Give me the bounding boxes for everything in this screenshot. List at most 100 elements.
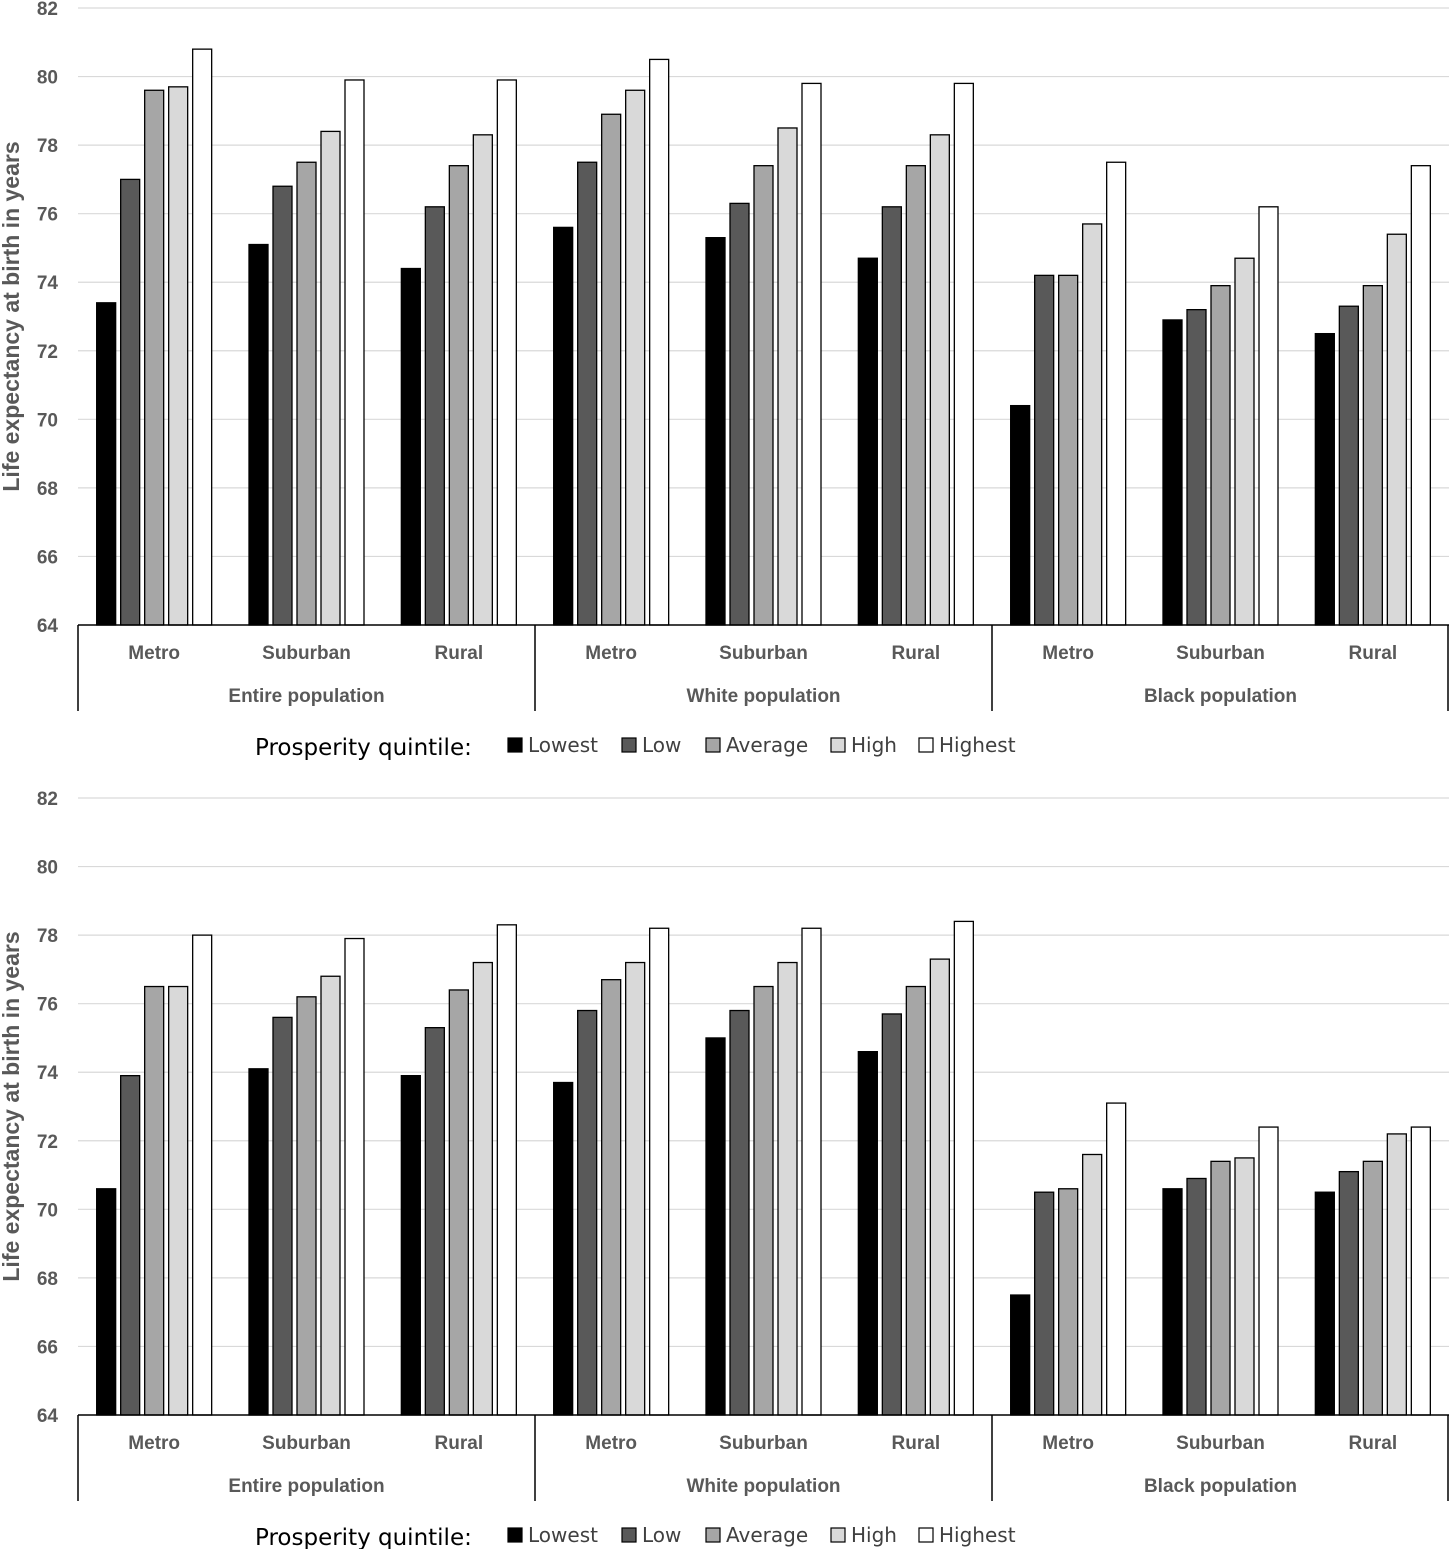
bar-highest-5 [953,920,974,1416]
x-group-label: Black population [1144,686,1297,707]
bar-low-2 [424,206,445,626]
x-category-label: Rural [1349,1433,1398,1454]
x-group-label: Entire population [228,686,384,707]
bar-lowest-8 [1314,332,1335,626]
x-category-label: Metro [128,1433,180,1454]
bar-high-1 [320,130,341,626]
bar-high-3 [625,89,646,626]
legend-label-lowest: Lowest [528,733,598,757]
bar-lowest-8 [1314,1191,1335,1416]
bar-average-0 [144,89,165,626]
y-tick-label: 66 [37,1337,58,1358]
bar-highest-1 [344,937,365,1416]
bar-highest-4 [801,82,822,626]
bar-highest-6 [1106,161,1127,626]
bar-lowest-3 [553,1081,574,1416]
legend-label-low: Low [642,1523,681,1547]
legend-label-high: High [851,733,897,757]
bar-low-4 [729,202,750,626]
bar-lowest-3 [553,226,574,626]
bar-highest-3 [649,927,670,1416]
y-tick-label: 76 [37,205,58,226]
bar-high-5 [929,134,950,626]
bar-high-8 [1386,233,1407,626]
legend-label-high: High [851,1523,897,1547]
y-tick-label: 64 [37,1406,59,1427]
bar-highest-0 [192,934,213,1416]
bar-highest-5 [953,82,974,626]
y-tick-label: 70 [37,1200,58,1221]
legend-swatch-highest [918,737,934,753]
legend-swatch-highest [918,1527,934,1543]
bar-low-2 [424,1027,445,1416]
y-tick-label: 74 [37,273,59,294]
bar-high-2 [472,134,493,626]
y-tick-label: 80 [37,68,58,89]
y-tick-label: 82 [37,0,58,20]
y-tick-label: 64 [37,616,59,637]
x-category-label: Rural [1349,643,1398,664]
bar-average-6 [1058,1188,1079,1416]
legend-title: Prosperity quintile: [255,1525,472,1549]
y-axis-title: Life expectancy at birth in years [0,931,24,1281]
bar-low-4 [729,1009,750,1416]
bar-high-3 [625,961,646,1416]
bar-low-3 [577,1009,598,1416]
bar-lowest-4 [705,237,726,626]
bar-low-1 [272,1016,293,1416]
bar-highest-8 [1410,1126,1431,1416]
bar-high-1 [320,975,341,1416]
legend-swatch-average [705,737,721,753]
bar-highest-6 [1106,1102,1127,1416]
bar-lowest-5 [857,1051,878,1416]
y-tick-label: 82 [37,790,58,810]
y-tick-label: 68 [37,479,58,500]
bar-highest-1 [344,79,365,626]
x-category-label: Metro [585,643,637,664]
bar-high-8 [1386,1133,1407,1416]
x-category-label: Suburban [262,1433,351,1454]
bar-average-7 [1210,1160,1231,1416]
legend-swatch-low [621,1527,637,1543]
x-group-label: White population [686,686,840,707]
bar-average-8 [1362,1160,1383,1416]
bar-lowest-6 [1010,1294,1031,1416]
bar-average-1 [296,996,317,1416]
legend-label-highest: Highest [939,733,1016,757]
bar-average-4 [753,985,774,1416]
y-tick-label: 68 [37,1269,58,1290]
legend-title: Prosperity quintile: [255,735,472,761]
life-expectancy-chart-bottom: 64 66 68 70 72 74 76 78 80 82 Life expectancy at b… [0,790,1449,1549]
legend-label-highest: Highest [939,1523,1016,1547]
x-category-label: Metro [1042,643,1094,664]
y-tick-label: 72 [37,342,58,363]
life-expectancy-chart-top: 64 66 68 70 72 74 76 78 80 82 Life expectancy at b… [0,0,1449,761]
bar-lowest-7 [1162,1188,1183,1416]
bar-average-7 [1210,284,1231,626]
x-category-label: Rural [892,643,941,664]
bar-average-3 [601,979,622,1416]
bar-average-5 [905,165,926,626]
x-category-label: Rural [892,1433,941,1454]
y-axis-title: Life expectancy at birth in years [0,141,24,491]
bar-lowest-1 [248,1068,269,1416]
bar-average-4 [753,165,774,626]
x-category-label: Suburban [1176,1433,1265,1454]
y-tick-label: 78 [37,136,58,157]
bar-average-0 [144,985,165,1416]
legend-label-lowest: Lowest [528,1523,598,1547]
x-group-label: Entire population [228,1476,384,1497]
bar-high-0 [168,985,189,1416]
legend-swatch-average [705,1527,721,1543]
bar-lowest-6 [1010,404,1031,626]
bar-lowest-7 [1162,319,1183,626]
bar-highest-3 [649,58,670,626]
bar-low-0 [120,1074,141,1416]
bar-highest-7 [1258,206,1279,626]
x-category-label: Rural [435,1433,484,1454]
bar-high-4 [777,961,798,1416]
y-tick-label: 66 [37,547,58,568]
y-tick-label: 74 [37,1063,59,1084]
legend-swatch-high [830,737,846,753]
bar-high-7 [1234,1157,1255,1416]
